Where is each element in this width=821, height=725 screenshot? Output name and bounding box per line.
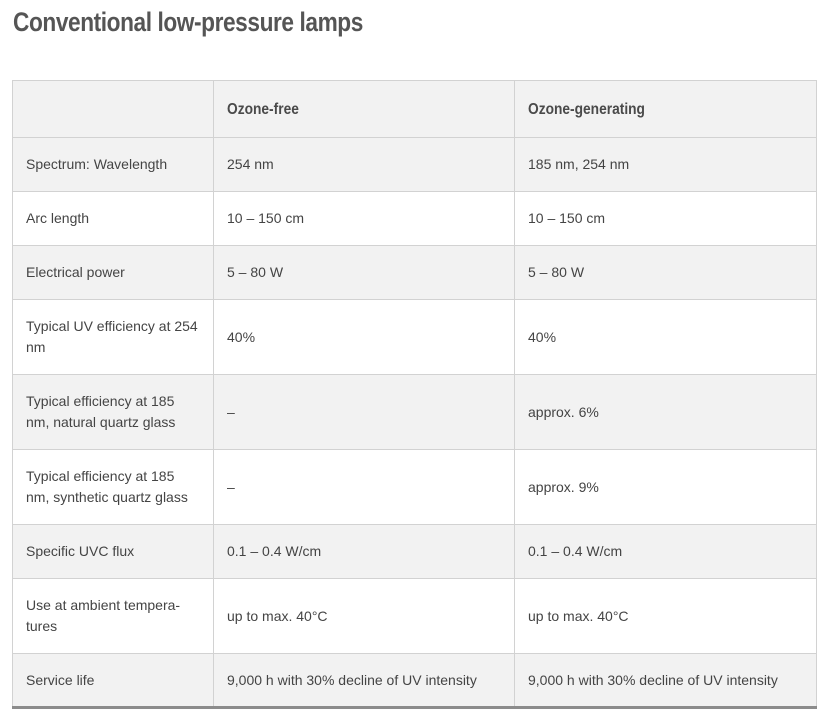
table-header-row: Ozone-free Ozone-generating — [12, 80, 817, 138]
header-cell-ozone-free: Ozone-free — [213, 80, 515, 138]
row-label: Typical UV efficiency at 254 nm — [12, 299, 214, 375]
header-cell-empty — [12, 80, 214, 138]
ozone-generating-value: 40% — [514, 299, 817, 375]
row-label: Specific UVC flux — [12, 524, 214, 579]
row-label: Typical efficiency at 185 nm, natural qu… — [12, 374, 214, 450]
ozone-free-value: up to max. 40°C — [213, 578, 515, 654]
table-row: Arc length 10 – 150 cm 10 – 150 cm — [12, 191, 817, 246]
row-label: Arc length — [12, 191, 214, 246]
ozone-free-value: 9,000 h with 30% decline of UV intensity — [213, 653, 515, 708]
ozone-free-value: 40% — [213, 299, 515, 375]
table-row: Typical UV efficiency at 254 nm 40% 40% — [12, 299, 817, 375]
ozone-generating-value: 10 – 150 cm — [514, 191, 817, 246]
ozone-generating-value: up to max. 40°C — [514, 578, 817, 654]
ozone-free-value: 5 – 80 W — [213, 245, 515, 300]
ozone-free-value: – — [213, 374, 515, 450]
row-label: Service life — [12, 653, 214, 708]
row-label: Spectrum: Wavelength — [12, 137, 214, 192]
ozone-generating-value: 185 nm, 254 nm — [514, 137, 817, 192]
ozone-generating-value: 5 – 80 W — [514, 245, 817, 300]
comparison-table: Ozone-free Ozone-generating Spectrum: Wa… — [12, 80, 817, 709]
row-label: Typical efficiency at 185 nm, synthetic … — [12, 449, 214, 525]
ozone-free-value: 10 – 150 cm — [213, 191, 515, 246]
row-label: Use at ambient tempera-tures — [12, 578, 214, 654]
ozone-free-value: – — [213, 449, 515, 525]
table-row: Spectrum: Wavelength 254 nm 185 nm, 254 … — [12, 137, 817, 192]
table-row: Specific UVC flux 0.1 – 0.4 W/cm 0.1 – 0… — [12, 524, 817, 579]
page-title: Conventional low-pressure lamps — [13, 7, 363, 37]
table-row: Electrical power 5 – 80 W 5 – 80 W — [12, 245, 817, 300]
header-cell-ozone-generating: Ozone-generating — [514, 80, 817, 138]
ozone-generating-value: approx. 6% — [514, 374, 817, 450]
ozone-free-value: 0.1 – 0.4 W/cm — [213, 524, 515, 579]
row-label: Electrical power — [12, 245, 214, 300]
table-row: Service life 9,000 h with 30% decline of… — [12, 653, 817, 708]
ozone-free-value: 254 nm — [213, 137, 515, 192]
comparison-table-container: Ozone-free Ozone-generating Spectrum: Wa… — [12, 80, 817, 709]
table-row: Typical efficiency at 185 nm, synthetic … — [12, 449, 817, 525]
ozone-generating-value: 9,000 h with 30% decline of UV intensity — [514, 653, 817, 708]
table-row: Use at ambient tempera-tures up to max. … — [12, 578, 817, 654]
ozone-generating-value: approx. 9% — [514, 449, 817, 525]
ozone-generating-value: 0.1 – 0.4 W/cm — [514, 524, 817, 579]
table-row: Typical efficiency at 185 nm, natural qu… — [12, 374, 817, 450]
